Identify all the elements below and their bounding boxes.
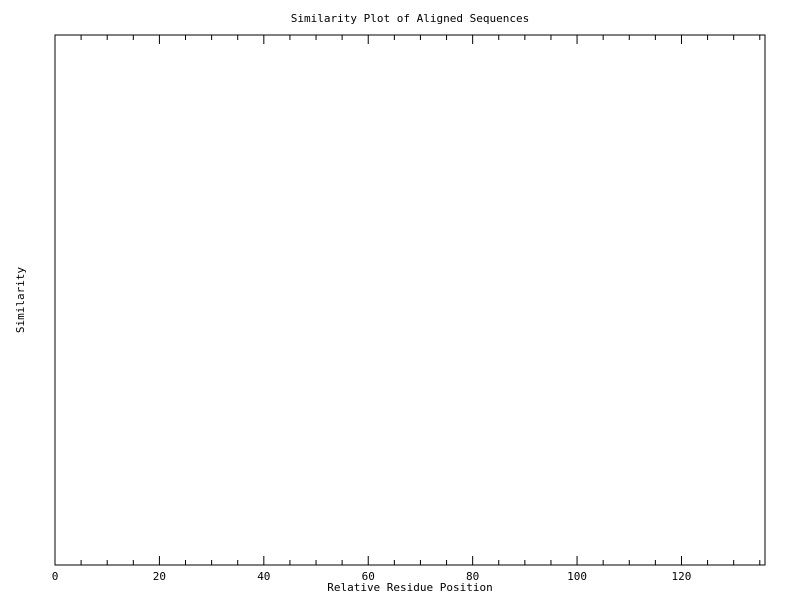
x-tick-label-40: 40 <box>257 570 270 583</box>
x-tick-label-60: 60 <box>362 570 375 583</box>
x-tick-label-100: 100 <box>567 570 587 583</box>
x-tick-label-80: 80 <box>466 570 479 583</box>
plot-frame <box>54 34 766 566</box>
x-axis-tick-labels: 0 20 40 60 80 100 120 <box>52 570 692 583</box>
x-tick-label-20: 20 <box>153 570 166 583</box>
x-axis-ticks <box>54 35 761 565</box>
x-tick-label-120: 120 <box>672 570 692 583</box>
y-axis-label: Similarity <box>14 267 27 334</box>
x-tick-label-0: 0 <box>52 570 59 583</box>
x-axis-label: Relative Residue Position <box>327 581 493 594</box>
chart-title: Similarity Plot of Aligned Sequences <box>291 12 529 25</box>
